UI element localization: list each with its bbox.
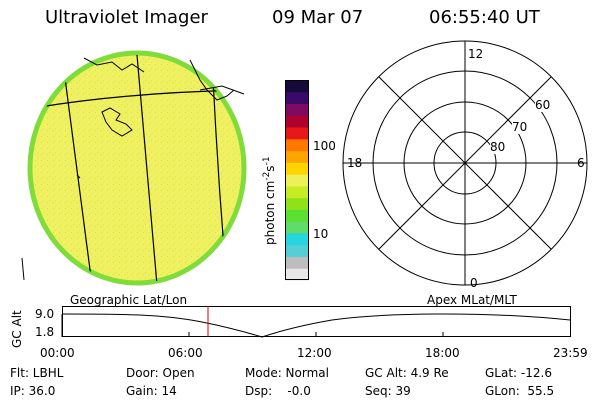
colorbar-segment (285, 268, 309, 281)
colorbar-frame (285, 80, 309, 280)
polar-label-12: 12 (468, 47, 484, 61)
colorbar-segment (285, 138, 309, 152)
colorbar-tick-100: 100 (313, 139, 336, 153)
colorbar-unit-label: photon cm-2s-1 (262, 156, 277, 245)
uv-earth-image (21, 50, 247, 286)
glat-info: GLat: -12.6 (485, 366, 552, 380)
colorbar-segment (285, 244, 309, 257)
dsp-info: Dsp: -0.0 (245, 384, 311, 398)
polar-label-18: 18 (347, 156, 363, 170)
time-tick-1200: 12:00 (297, 346, 332, 360)
time-label: 06:55:40 UT (429, 7, 540, 28)
timeline-right-title: Apex MLat/MLT (427, 293, 517, 307)
ip-info: IP: 36.0 (10, 384, 56, 398)
colorbar-segment (285, 103, 309, 116)
time-tick-1800: 18:00 (425, 346, 460, 360)
timeline-y-max: 9.0 (35, 307, 55, 321)
timeline-left-title: Geographic Lat/Lon (70, 293, 188, 307)
polar-label-0: 0 (470, 276, 478, 290)
colorbar-tick-10: 10 (313, 227, 329, 241)
colorbar-segment (285, 197, 309, 210)
colorbar-gradient (285, 80, 309, 281)
time-tick-0000: 00:00 (40, 346, 75, 360)
colorbar-segment (285, 174, 309, 187)
colorbar-segment (285, 221, 309, 234)
polar-lat-70: 70 (512, 120, 528, 134)
mode-info: Mode: Normal (245, 366, 329, 380)
polar-plot (342, 40, 588, 286)
meridian-line (61, 54, 93, 283)
colorbar-segment (285, 80, 309, 93)
timeline-y-label: GC Alt (10, 310, 24, 348)
polar-diagonal (378, 76, 552, 250)
date-label: 09 Mar 07 (272, 7, 364, 28)
colorbar-segment (285, 209, 309, 222)
coastline (83, 57, 145, 73)
colorbar-segment (285, 150, 309, 163)
timeline-plot (61, 306, 571, 338)
coastline (21, 257, 25, 281)
colorbar-segment (285, 232, 309, 246)
colorbar-segment (285, 185, 309, 199)
meridian-line (136, 54, 158, 283)
gain-info: Gain: 14 (126, 384, 177, 398)
polar-lat-60: 60 (535, 98, 551, 112)
seq-info: Seq: 39 (365, 384, 411, 398)
colorbar-segment (285, 91, 309, 105)
colorbar-segment (285, 256, 309, 269)
colorbar-segment (285, 127, 309, 140)
time-tick-2359: 23:59 (553, 346, 588, 360)
glon-info: GLon: 55.5 (485, 384, 555, 398)
timeline-y-min: 1.8 (35, 325, 55, 339)
app-title: Ultraviolet Imager (45, 7, 208, 28)
coastlines (21, 57, 245, 281)
coastline (101, 107, 133, 137)
colorbar (285, 80, 309, 281)
coastline (199, 85, 245, 95)
colorbar-segment (285, 162, 309, 175)
door-info: Door: Open (126, 366, 195, 380)
colorbar-segment (285, 115, 309, 128)
time-tick-0600: 06:00 (168, 346, 203, 360)
gcalt-info: GC Alt: 4.9 Re (365, 366, 449, 380)
filter-info: Flt: LBHL (10, 366, 64, 380)
coastline (189, 59, 235, 101)
polar-lat-80: 80 (490, 140, 506, 154)
disk-fill (30, 53, 244, 283)
disk-limb (27, 50, 247, 286)
altitude-curve (61, 313, 571, 338)
coastline (76, 174, 81, 179)
polar-label-6: 6 (577, 156, 585, 170)
